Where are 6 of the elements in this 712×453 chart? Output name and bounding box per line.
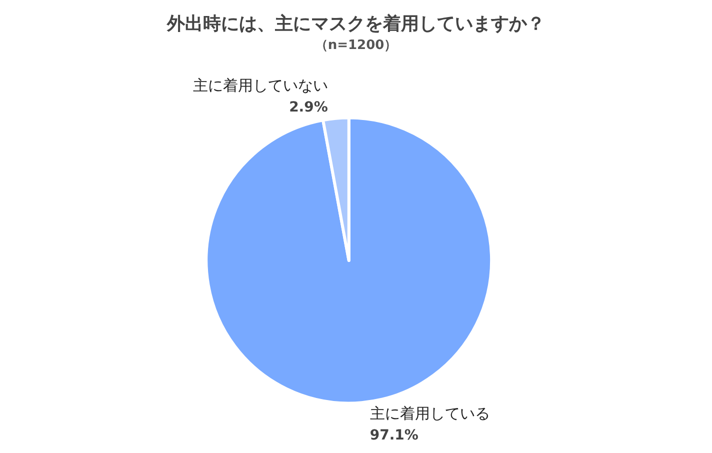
data-label: 2.9% [289,99,328,116]
data-label: 97.1% [370,427,418,444]
chart-subtitle: （n=1200） [314,38,398,53]
slice-label: 主に着用している [370,404,490,422]
slice-label: 主に着用していない [192,76,328,94]
chart-title: 外出時には、主にマスクを着用していますか？ [166,14,545,34]
